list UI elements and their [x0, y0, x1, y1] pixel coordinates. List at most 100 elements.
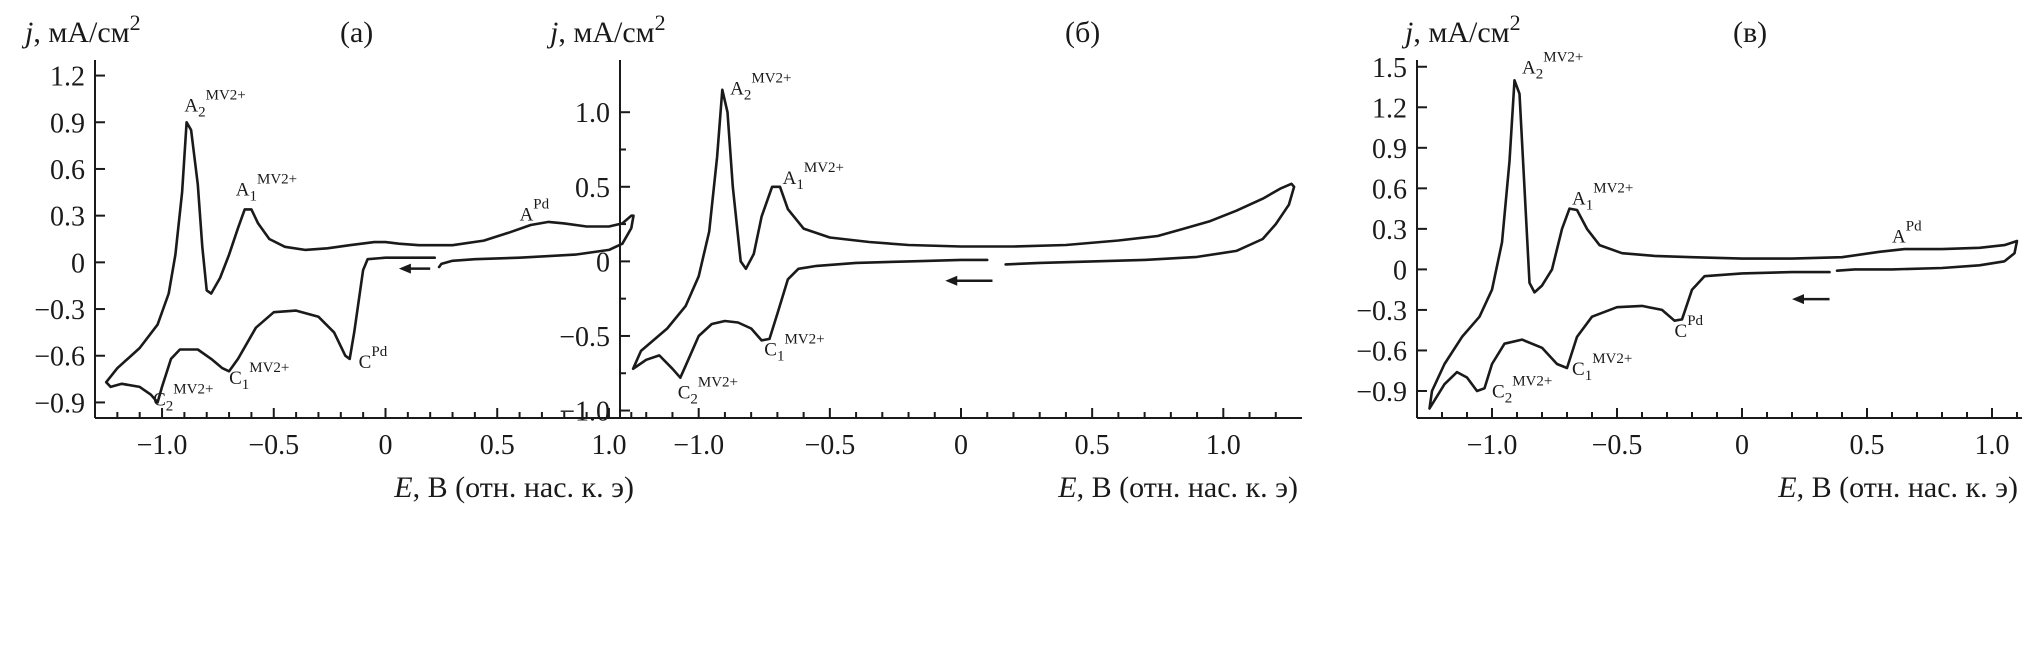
x-axis-label-unit: , В (отн. нас. к. э)	[413, 471, 634, 504]
x-tick-label: −1.0	[1467, 430, 1518, 461]
peak-label-sub: 2	[690, 392, 698, 408]
peak-label-letter: C	[359, 352, 372, 373]
peak-label: APd	[1892, 218, 1922, 247]
y-tick-label: 0.9	[50, 108, 85, 139]
peak-label-sub: 1	[796, 177, 804, 193]
peak-label-sup: MV2+	[257, 171, 297, 187]
panel-label: (в)	[1733, 16, 1767, 49]
x-tick-label: −1.0	[137, 430, 188, 461]
x-tick-label: 0	[378, 430, 392, 461]
y-tick-label: 0.5	[575, 173, 610, 204]
x-axis-label: E, В (отн. нас. к. э)	[393, 471, 634, 504]
peak-label-sup: MV2+	[1543, 50, 1583, 66]
y-axis-label-sup: 2	[655, 10, 666, 35]
peak-label-letter: A	[236, 179, 250, 200]
y-axis-label-sup: 2	[130, 10, 141, 35]
peak-label-sup: MV2+	[784, 331, 824, 347]
peak-label-sup: MV2+	[751, 70, 791, 86]
peak-label-sup: MV2+	[249, 360, 289, 376]
y-axis-label-unit: , мА/см	[1413, 16, 1509, 49]
peak-label: C1MV2+	[229, 360, 289, 393]
peak-label-sub: 2	[198, 104, 206, 120]
x-tick-label: 0.5	[1850, 430, 1885, 461]
chart-panel-2: −1.0−0.500.51.0−1.0 −0.5 0 0.5 1.0j, мА/см2(…	[546, 10, 1302, 504]
peak-label-sub: 2	[744, 87, 752, 103]
peak-label: C2MV2+	[678, 375, 738, 408]
peak-label-letter: A	[1892, 226, 1906, 247]
y-tick-label: 1.0	[575, 98, 610, 129]
peak-label-letter: C	[153, 390, 166, 411]
scan-direction-arrow	[398, 263, 431, 274]
peak-label-letter: A	[1572, 189, 1586, 210]
peak-label: A2MV2+	[1522, 50, 1583, 83]
peak-label-letter: C	[1675, 321, 1688, 342]
voltammogram-curve	[631, 88, 1296, 379]
peak-label-sub: 2	[166, 399, 174, 415]
peak-label-letter: C	[1572, 359, 1585, 380]
y-tick-label: −0.3	[1356, 296, 1407, 327]
y-tick-label: −0.9	[34, 388, 85, 419]
peak-label: A2MV2+	[730, 70, 791, 103]
y-tick-label: 1.2	[1372, 93, 1407, 124]
y-tick-label: 0	[1393, 255, 1407, 286]
y-axis-label-sup: 2	[1510, 10, 1521, 35]
y-axis-label-var: j	[21, 16, 33, 49]
arrow-head	[1792, 294, 1804, 305]
y-tick-label: 0	[596, 247, 610, 278]
y-tick-label: −0.6	[34, 342, 85, 373]
peak-label-sup: MV2+	[1593, 181, 1633, 197]
voltammogram-curve	[1428, 79, 2019, 410]
peak-label-letter: C	[229, 368, 242, 389]
peak-label-sub: 1	[1586, 198, 1594, 214]
panel-label: (а)	[340, 16, 373, 49]
peak-label-sub: 1	[1585, 368, 1593, 384]
arrow-head	[945, 275, 958, 286]
x-axis-label-unit: , В (отн. нас. к. э)	[1077, 471, 1298, 504]
y-tick-label: −0.5	[559, 322, 610, 353]
peak-label: A1MV2+	[1572, 181, 1633, 214]
peak-label-letter: A	[1522, 58, 1536, 79]
y-tick-label: 0.6	[50, 155, 85, 186]
peak-label-letter: A	[520, 204, 534, 225]
x-tick-label: 1.0	[591, 430, 626, 461]
peak-label-sub: 1	[250, 188, 258, 204]
peak-label-sup: MV2+	[173, 382, 213, 398]
panel-label: (б)	[1065, 16, 1100, 49]
x-tick-label: 0.5	[480, 430, 515, 461]
peak-label: APd	[520, 196, 550, 225]
peak-label: C1MV2+	[764, 331, 824, 364]
peak-label: C2MV2+	[1492, 374, 1552, 407]
y-tick-label: 0	[71, 248, 85, 279]
y-tick-label: 0.6	[1372, 174, 1407, 205]
x-tick-label: −0.5	[804, 430, 855, 461]
peak-label: A1MV2+	[236, 171, 297, 204]
peak-label-sup: Pd	[371, 344, 387, 360]
x-tick-label: 0	[954, 430, 968, 461]
y-tick-label: −0.9	[1356, 377, 1407, 408]
x-axis-label-var: E	[1057, 471, 1076, 504]
y-tick-label: 0.3	[1372, 215, 1407, 246]
peak-label-sup: Pd	[1687, 313, 1703, 329]
x-tick-label: 1.0	[1975, 430, 2010, 461]
x-axis-label-unit: , В (отн. нас. к. э)	[1797, 471, 2018, 504]
peak-label: CPd	[359, 344, 388, 373]
x-tick-label: −0.5	[1592, 430, 1643, 461]
peak-label-letter: A	[184, 95, 198, 116]
peak-label-sup: Pd	[533, 196, 549, 212]
x-tick-label: 0.5	[1075, 430, 1110, 461]
chart-panel-1: −0.9 −0.6 −0.3 0 0.3 0.6 0.9 1.2 −1.0 −0.5 0 0.5 1.0…	[21, 10, 638, 504]
x-tick-label: 1.0	[1206, 430, 1241, 461]
x-axis-label-var: E	[1777, 471, 1796, 504]
peak-label-sup: MV2+	[1592, 351, 1632, 367]
y-axis-label: j, мА/см2	[21, 10, 141, 49]
peak-label-sub: 1	[242, 377, 250, 393]
arrow-head	[398, 263, 411, 274]
y-tick-label: 1.5	[1372, 53, 1407, 84]
peak-label-sub: 2	[1505, 391, 1513, 407]
y-axis-label-unit: , мА/см	[558, 16, 654, 49]
y-tick-label: −0.3	[34, 295, 85, 326]
y-axis-label-var: j	[1401, 16, 1413, 49]
peak-label-letter: A	[730, 78, 744, 99]
y-tick-label: 1.2	[50, 62, 85, 93]
